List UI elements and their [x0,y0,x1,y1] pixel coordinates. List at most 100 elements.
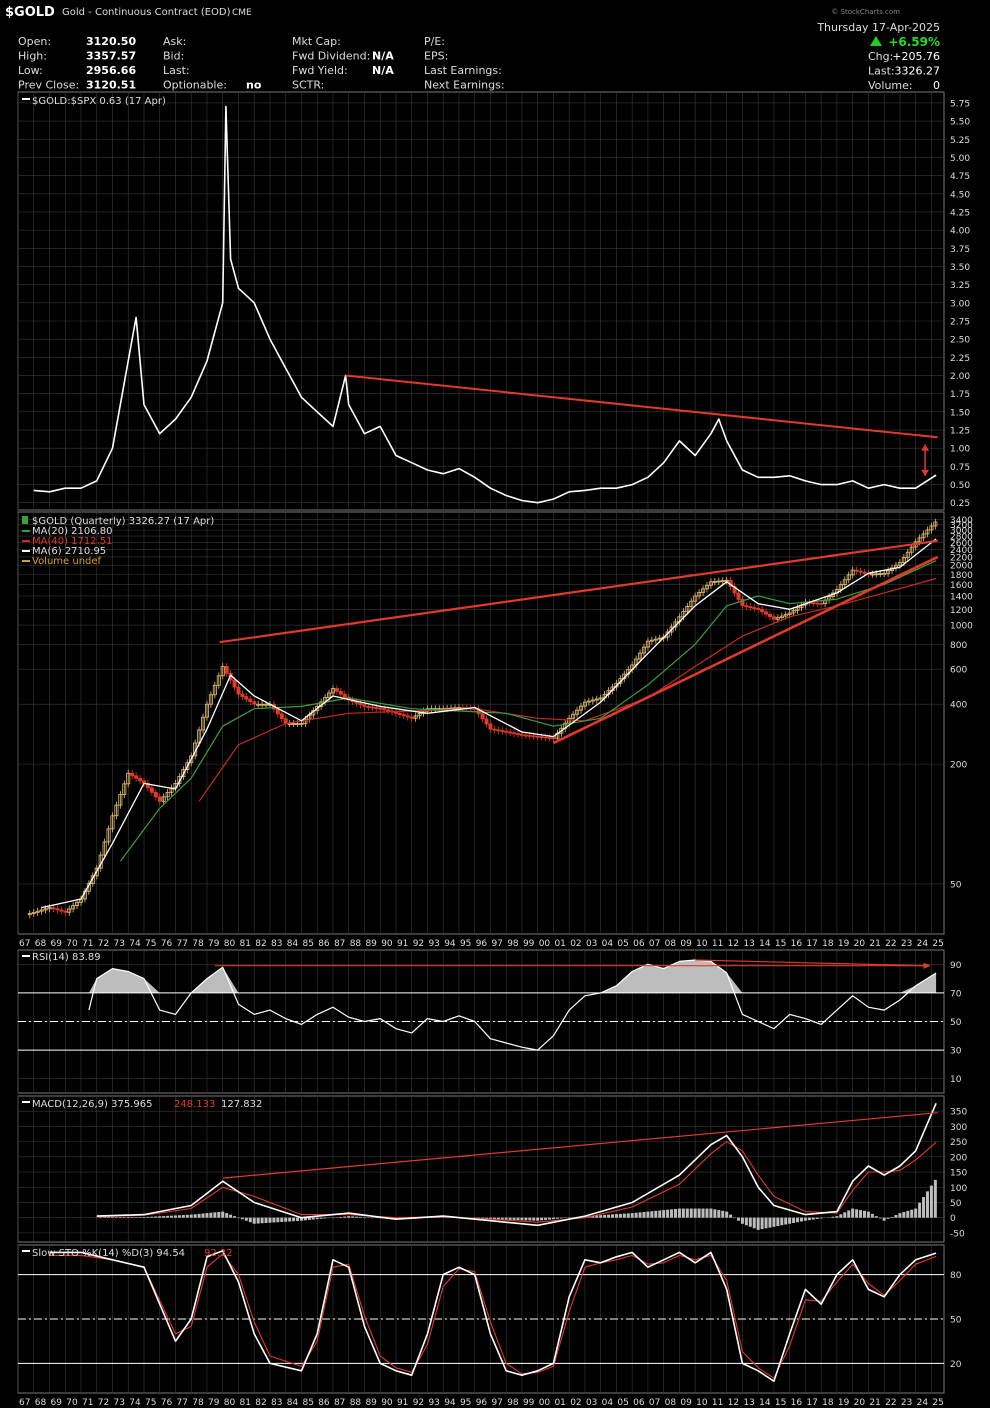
candle-down [232,679,237,688]
0-tick-label: 5.00 [950,154,970,164]
field-label: Last: [163,64,190,77]
candle-down [551,737,556,740]
macd-histogram-bar [638,1212,642,1218]
x-tick-label-top: 11 [712,939,723,949]
macd-histogram-bar [788,1217,792,1224]
candle-down [145,782,150,789]
candle-up [850,569,855,576]
candle-down [752,607,757,609]
candle-down [760,608,765,613]
x-tick-label-top: 86 [318,939,330,949]
x-tick-label-top: 75 [145,939,156,949]
macd-histogram-bar [610,1214,614,1218]
field-label: Mkt Cap: [292,35,341,48]
x-tick-label-top: 73 [113,939,124,949]
x-tick-label-bottom: 01 [554,1398,565,1408]
1-tick-label: 3200 [950,521,973,531]
macd-histogram-bar [162,1216,166,1218]
macd-histogram-bar [744,1217,748,1226]
x-tick-label-bottom: 89 [365,1398,377,1408]
1-tick-label: 2600 [950,539,973,549]
x-tick-label-bottom: 92 [413,1398,424,1408]
macd-histogram-bar [284,1217,288,1222]
0-tick-label: 4.00 [950,227,970,237]
macd-histogram-bar [99,1217,103,1218]
field-label: Volume: [868,79,913,92]
candle-down [224,665,229,674]
field-label: SCTR: [292,79,324,92]
macd-histogram-bar [843,1212,847,1218]
x-tick-label-bottom: 79 [208,1398,220,1408]
x-tick-label-bottom: 06 [633,1398,645,1408]
candle-down [854,569,859,572]
field-label: Prev Close: [18,79,79,92]
candle-up [921,533,926,539]
candle-up [299,723,304,725]
arrowhead-icon [923,962,931,969]
1-tick-label: 3400 [950,516,973,526]
candle-up [645,640,650,648]
x-tick-label-top: 89 [365,939,377,949]
candle-down [756,608,761,610]
candle-down [496,729,501,732]
macd-histogram-bar [803,1217,807,1221]
1-tick-label: 1600 [950,581,973,591]
macd-histogram-bar [693,1208,697,1218]
candle-down [358,702,363,706]
sto-d-line [49,1253,937,1379]
candle-up [787,612,792,615]
candle-down [378,707,383,710]
candle-down [393,711,398,714]
legend-swatch [22,1101,30,1103]
macd-histogram-bar [870,1213,874,1218]
x-tick-label-top: 98 [507,939,519,949]
candle-up [413,715,418,719]
macd-histogram-bar [296,1217,300,1221]
candle-down [397,712,402,715]
field-value: 3357.57 [86,50,136,63]
macd-histogram-bar [756,1217,760,1230]
x-tick-label-bottom: 98 [507,1398,519,1408]
macd-histogram-bar [784,1217,788,1225]
ratio-panel-frame [17,91,945,511]
legend-label: Slow STO %K(14) %D(3) 94.54 [32,1248,185,1259]
macd-histogram-bar [355,1216,359,1218]
macd-histogram-bar [311,1217,315,1220]
4-tick-label: 20 [950,1360,962,1370]
macd-histogram-bar [189,1214,193,1218]
macd-histogram-bar [540,1217,544,1221]
0-tick-label: 0.75 [950,463,970,473]
x-tick-label-top: 04 [602,939,614,949]
x-tick-label-top: 01 [554,939,565,949]
ma20-line [119,560,937,862]
3-tick-label: 300 [950,1123,967,1133]
arrow-down-head-icon [921,469,930,476]
field-label: Last Earnings: [424,64,502,77]
1-tick-label: 50 [950,880,962,890]
candle-down [476,708,481,715]
macd-histogram-bar [536,1217,540,1221]
candle-down [59,909,64,912]
macd-histogram-bar [922,1197,926,1218]
candle-down [811,602,816,605]
macd-histogram-bar [567,1217,571,1219]
macd-histogram-bar [764,1217,768,1229]
macd-histogram-bar [170,1215,174,1218]
macd-histogram-bar [729,1214,733,1218]
macd-histogram-bar [492,1217,496,1220]
macd-histogram-bar [886,1217,890,1219]
macd-histogram-bar [118,1217,122,1218]
macd-histogram-bar [315,1217,319,1220]
macd-histogram-bar [677,1208,681,1218]
x-tick-label-bottom: 83 [271,1398,282,1408]
x-tick-label-top: 05 [617,939,628,949]
x-tick-label-top: 74 [129,939,141,949]
candle-up [177,776,182,784]
quote-header: $GOLD Gold - Continuous Contract (EOD) C… [5,5,940,92]
candle-down [334,688,339,692]
candle-up [559,727,564,734]
macd-histogram-bar [205,1213,209,1218]
macd-histogram-bar [288,1217,292,1222]
sto-k-line [49,1250,937,1382]
